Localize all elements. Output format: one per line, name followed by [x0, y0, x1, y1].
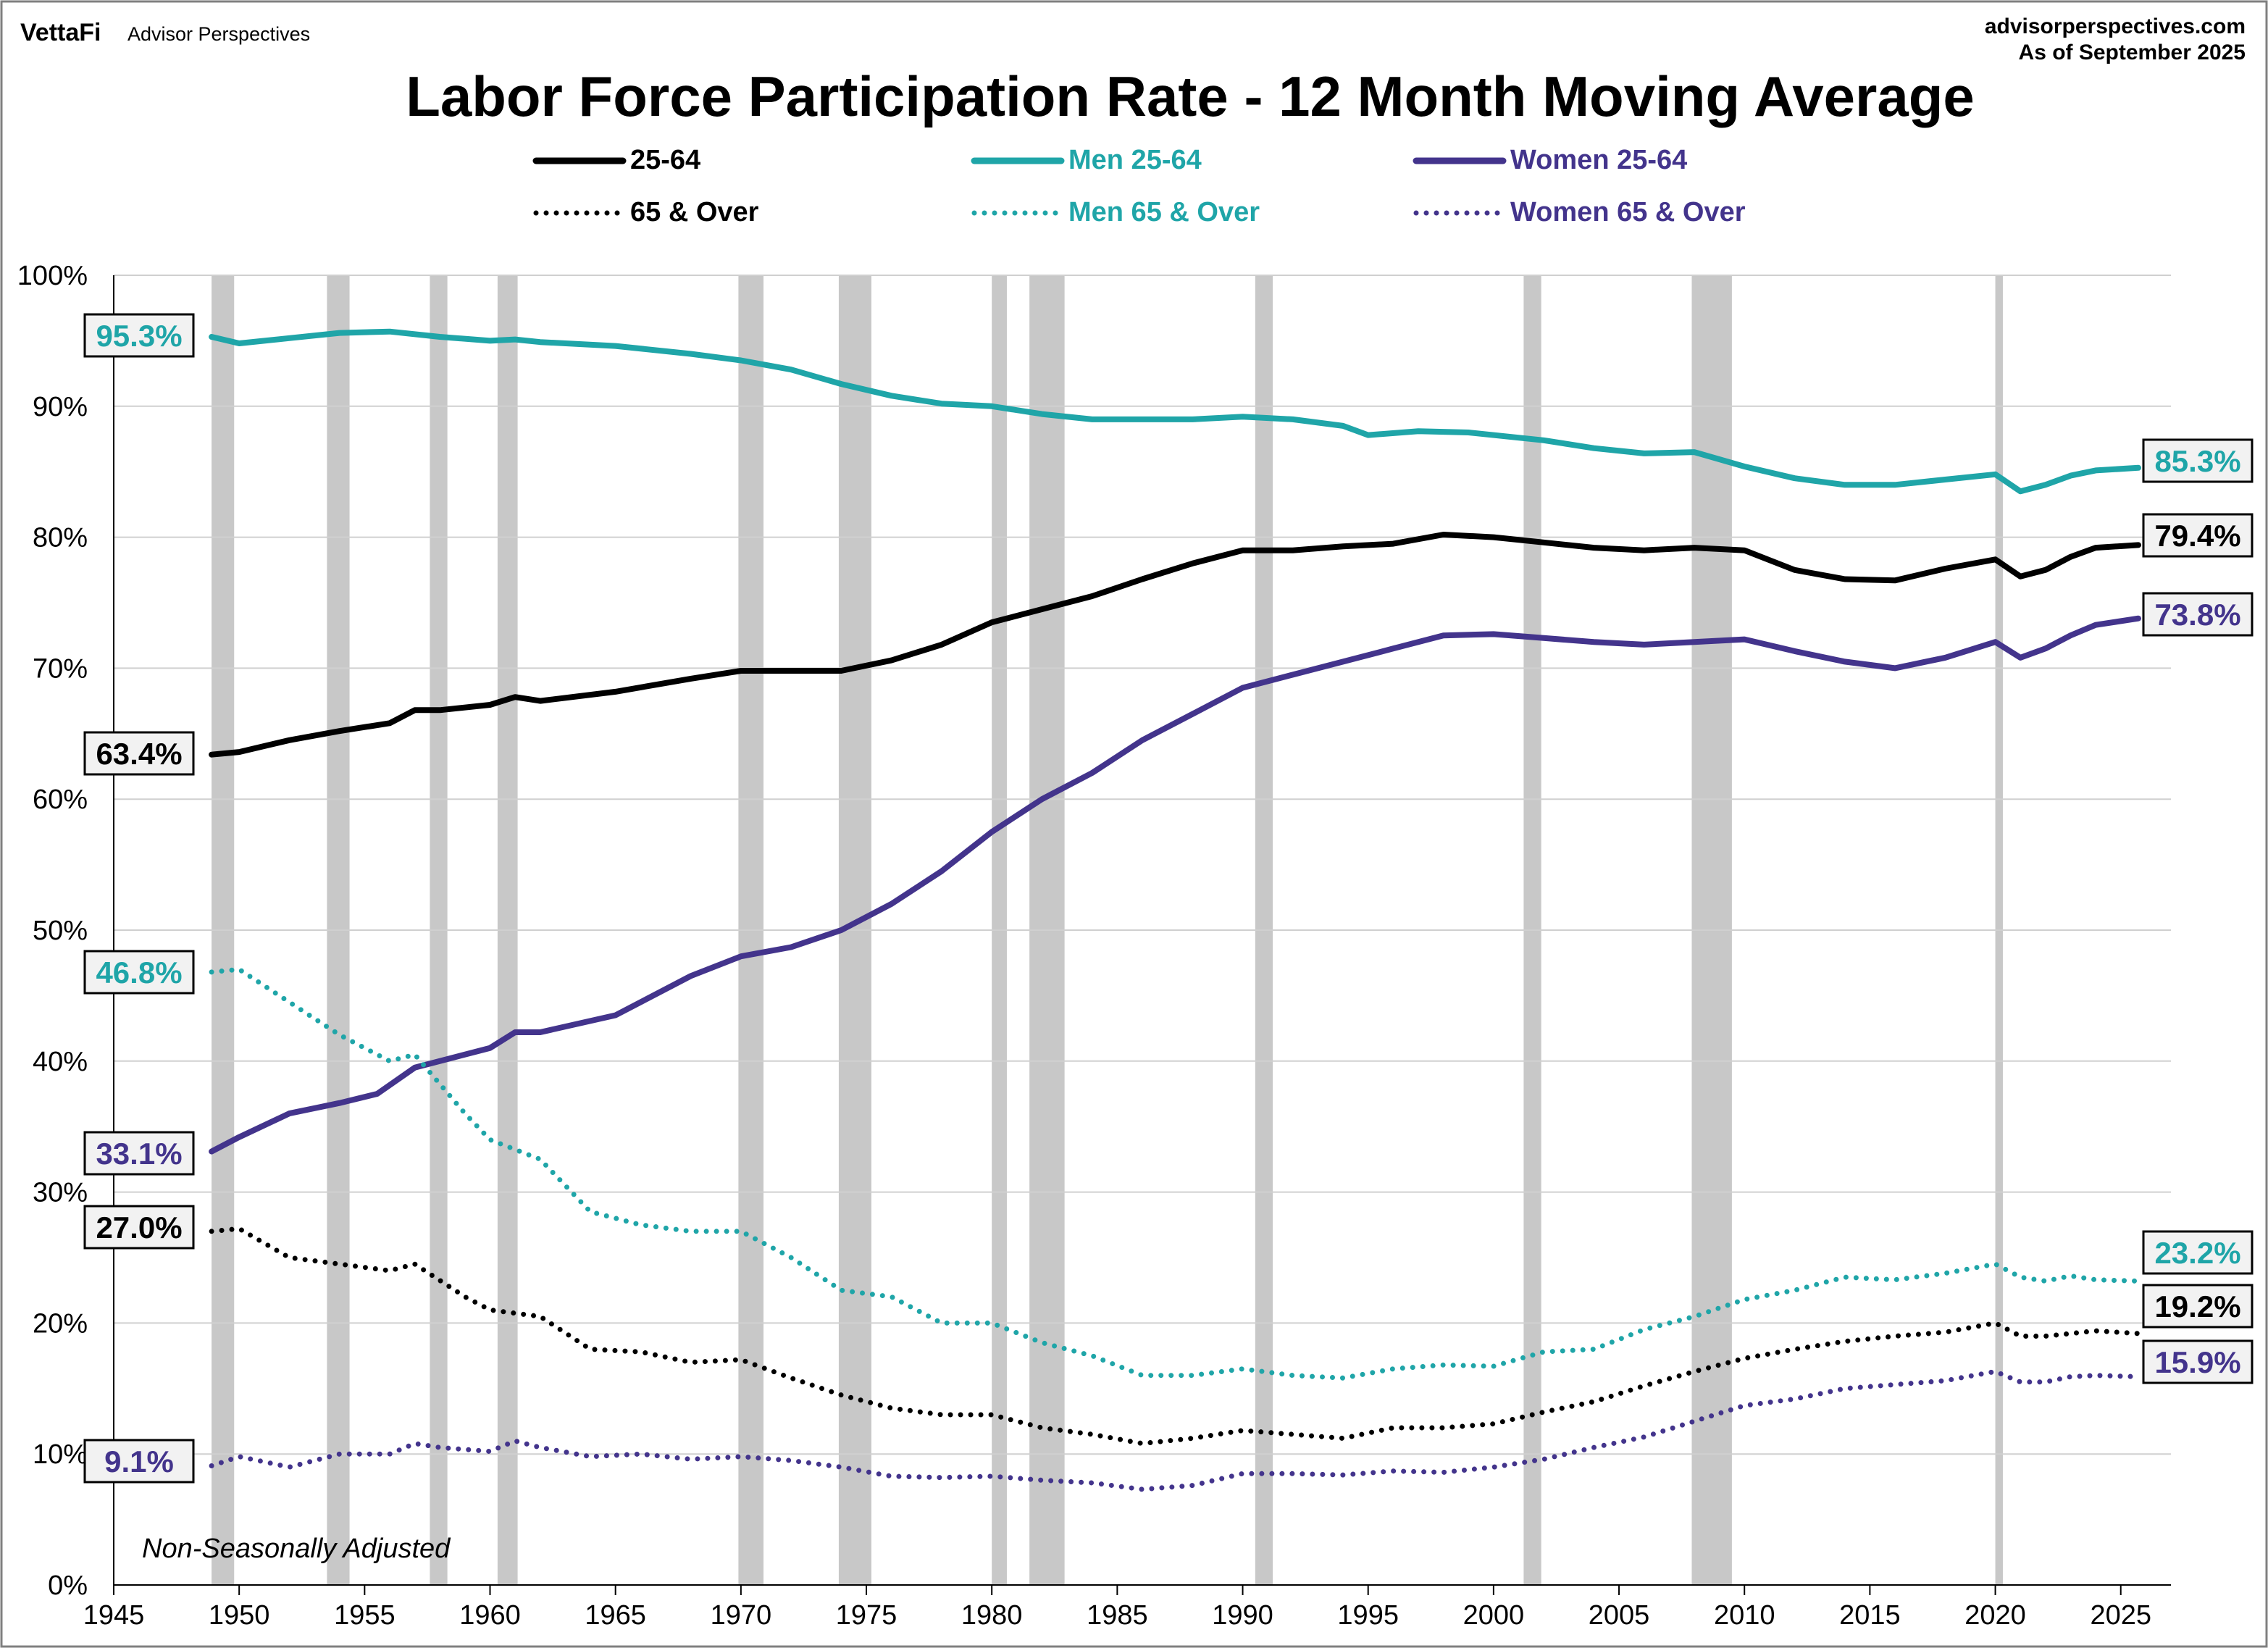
end-label-box [2142, 1284, 2254, 1329]
start-label-box [83, 731, 195, 776]
series-line-65-over [209, 1226, 2141, 1447]
end-label-box [2142, 592, 2254, 637]
y-tick-label: 20% [33, 1308, 88, 1339]
end-label: 73.8% [2154, 598, 2240, 632]
as-of-date: As of September 2025 [2019, 41, 2246, 64]
legend-entry: 65 & Over [630, 197, 759, 227]
end-label-box [2142, 513, 2254, 558]
site-url: advisorperspectives.com [1985, 14, 2246, 38]
end-label: 19.2% [2154, 1289, 2240, 1323]
start-label: 63.4% [96, 737, 182, 771]
series-line-men-25-64 [209, 328, 2141, 495]
gridlines [114, 275, 2171, 1455]
x-tick-label: 1995 [1337, 1600, 1399, 1631]
x-tick-label: 1975 [836, 1600, 897, 1631]
end-label-box [2142, 438, 2254, 483]
x-tick-label: 2020 [1964, 1600, 2026, 1631]
y-tick-label: 30% [33, 1178, 88, 1208]
end-label-box [2142, 1339, 2254, 1384]
end-label: 79.4% [2154, 519, 2240, 553]
series-line-25-64 [209, 532, 2141, 758]
brand-logo: VettaFi [20, 19, 101, 46]
legend-entry: 25-64 [630, 145, 700, 175]
annotation-nsa: Non-Seasonally Adjusted [142, 1534, 451, 1564]
x-tick-label: 1990 [1212, 1600, 1273, 1631]
axes: 0% 10% 20% 30% 40% 50% 60% 70% 80% 90% 100% 1945 195… [17, 261, 2171, 1631]
start-label-box [83, 1205, 195, 1250]
y-tick-label: 70% [33, 653, 88, 684]
series-line-women-25-64 [209, 615, 2141, 1155]
start-label-box [83, 1131, 195, 1176]
y-tick-label: 100% [17, 261, 88, 291]
x-tick-label: 2015 [1839, 1600, 1901, 1631]
end-label: 85.3% [2154, 444, 2240, 478]
end-label: 23.2% [2154, 1236, 2240, 1270]
y-tick-label: 0% [48, 1570, 88, 1601]
start-label-box [83, 950, 195, 995]
start-label: 9.1% [104, 1444, 174, 1478]
legend-entry: Men 65 & Over [1068, 197, 1260, 227]
x-tick-label: 2010 [1714, 1600, 1775, 1631]
series-lines [209, 328, 2141, 1492]
x-tick-label: 1955 [334, 1600, 396, 1631]
x-tick-label: 1945 [83, 1600, 145, 1631]
y-tick-label: 10% [33, 1439, 88, 1470]
start-label: 27.0% [96, 1210, 182, 1245]
legend: 25-64 Men 25-64 Women 25-64 65 & Over Men 65… [532, 145, 1746, 227]
start-label-box [83, 1439, 195, 1484]
start-label: 46.8% [96, 955, 182, 990]
x-tick-label: 1970 [711, 1600, 772, 1631]
x-tick-label: 1985 [1087, 1600, 1148, 1631]
chart-title: Labor Force Participation Rate - 12 Mont… [406, 64, 1975, 128]
x-tick-label: 1960 [459, 1600, 521, 1631]
end-label: 15.9% [2154, 1345, 2240, 1379]
series-line-men-65-over [209, 966, 2141, 1381]
x-tick-label: 2005 [1589, 1600, 1650, 1631]
brand-subtitle: Advisor Perspectives [127, 23, 310, 45]
start-label: 33.1% [96, 1137, 182, 1171]
y-tick-label: 50% [33, 916, 88, 946]
start-label-box [83, 313, 195, 358]
y-tick-label: 90% [33, 392, 88, 422]
x-tick-label: 1980 [961, 1600, 1023, 1631]
y-tick-label: 80% [33, 523, 88, 553]
end-label-box [2142, 1230, 2254, 1275]
x-tick-label: 2000 [1463, 1600, 1525, 1631]
legend-entry: Men 25-64 [1068, 145, 1202, 175]
y-tick-label: 40% [33, 1047, 88, 1077]
x-tick-label: 2025 [2090, 1600, 2151, 1631]
legend-entry: Women 65 & Over [1510, 197, 1746, 227]
x-tick-label: 1950 [209, 1600, 270, 1631]
y-tick-label: 60% [33, 785, 88, 815]
start-label: 95.3% [96, 319, 182, 353]
value-labels: 63.4% 79.4% 95.3% 85.3% 33.1% 73.8% 27.0% 19.2%… [83, 313, 2254, 1484]
x-tick-label: 1965 [585, 1600, 646, 1631]
legend-entry: Women 25-64 [1510, 145, 1687, 175]
